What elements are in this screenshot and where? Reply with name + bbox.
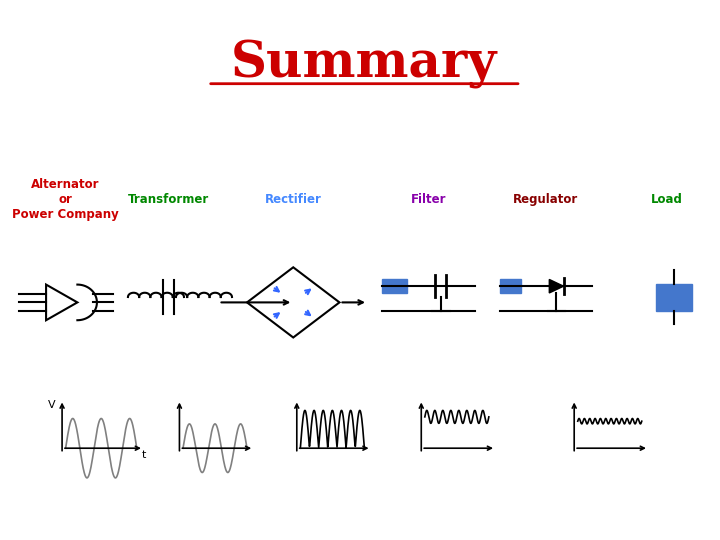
Text: Regulator: Regulator <box>513 193 578 206</box>
FancyBboxPatch shape <box>500 280 521 293</box>
Text: V: V <box>48 400 55 410</box>
Text: Alternator
or
Power Company: Alternator or Power Company <box>12 178 119 221</box>
FancyBboxPatch shape <box>656 284 691 310</box>
Text: Transformer: Transformer <box>128 193 210 206</box>
Text: Summary: Summary <box>231 40 498 89</box>
Text: Rectifier: Rectifier <box>265 193 322 206</box>
FancyBboxPatch shape <box>382 280 407 293</box>
Text: Load: Load <box>651 193 683 206</box>
Text: Filter: Filter <box>410 193 446 206</box>
Text: t: t <box>142 450 146 460</box>
Polygon shape <box>549 280 564 293</box>
